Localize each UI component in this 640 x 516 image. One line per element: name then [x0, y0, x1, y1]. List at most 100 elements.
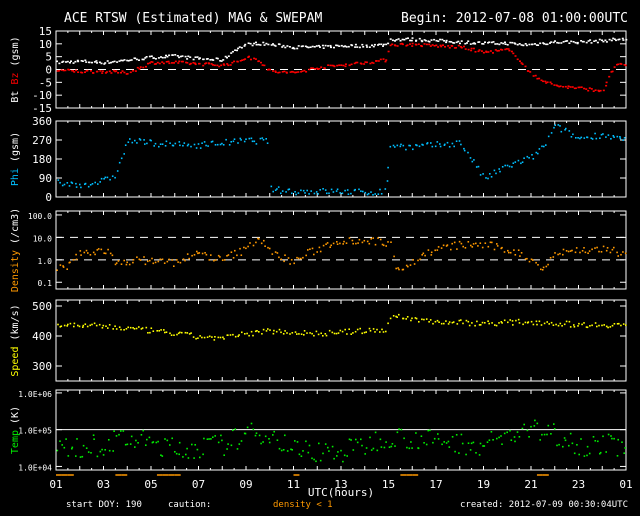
bt-point	[560, 42, 563, 44]
phi-point	[498, 168, 500, 170]
temp-point	[76, 438, 78, 440]
bz-point	[587, 89, 590, 92]
phi-point	[300, 189, 302, 192]
bz-point	[377, 60, 380, 62]
density-point	[424, 254, 426, 257]
bz-point	[348, 64, 351, 66]
bt-point	[574, 41, 577, 44]
temp-point	[311, 457, 313, 460]
temp-point	[268, 438, 270, 440]
speed-point	[294, 331, 297, 333]
bt-point	[66, 60, 69, 63]
phi-point	[281, 190, 284, 192]
bz-point	[278, 71, 281, 74]
bt-point	[621, 37, 624, 40]
bz-point	[421, 45, 423, 48]
speed-point	[563, 323, 566, 326]
bz-point	[512, 52, 515, 55]
temp-point	[406, 446, 408, 449]
speed-point	[425, 318, 428, 320]
temp-point	[164, 438, 166, 440]
bt-point	[459, 42, 461, 45]
density-point	[591, 248, 593, 251]
bt-point	[372, 45, 375, 48]
bt-point	[358, 46, 361, 49]
speed-point	[300, 333, 303, 335]
speed-point	[114, 325, 116, 327]
temp-point	[194, 444, 196, 446]
speed-point	[298, 333, 300, 335]
bz-point	[120, 71, 122, 74]
phi-point	[294, 191, 296, 193]
speed-point	[573, 326, 576, 328]
bt-point	[274, 45, 277, 47]
bz-point	[145, 65, 147, 68]
speed-point	[118, 326, 121, 328]
density-point	[75, 253, 77, 256]
bt-point	[127, 60, 130, 62]
bz-point	[470, 49, 473, 52]
bt-point	[589, 39, 592, 41]
phi-point	[104, 176, 107, 179]
bz-point	[519, 60, 521, 62]
y-tick-label: 300	[32, 360, 52, 373]
density-point	[329, 246, 331, 248]
speed-point	[511, 320, 514, 322]
density-point	[562, 253, 564, 256]
panel-frame	[55, 299, 627, 382]
speed-point	[244, 333, 246, 335]
speed-point	[530, 320, 533, 323]
speed-point	[625, 324, 627, 326]
bz-point	[451, 45, 454, 47]
phi-point	[59, 181, 61, 184]
density-point	[232, 257, 235, 259]
speed-point	[605, 325, 608, 328]
temp-point	[415, 432, 417, 434]
density-point	[374, 243, 377, 246]
phi-point	[367, 192, 370, 195]
bz-point	[363, 63, 366, 65]
density-point	[240, 254, 243, 256]
phi-point	[326, 192, 328, 195]
density-point	[509, 251, 512, 254]
bt-point	[437, 40, 440, 42]
density-point	[257, 237, 259, 240]
temp-point	[260, 442, 262, 445]
bz-point	[562, 86, 565, 88]
speed-point	[569, 326, 572, 328]
temp-point	[227, 443, 229, 445]
speed-point	[282, 333, 285, 335]
speed-point	[484, 322, 486, 324]
bt-point	[373, 43, 376, 46]
speed-point	[350, 333, 352, 335]
bt-point	[209, 59, 212, 61]
bz-point	[338, 64, 341, 66]
bz-point	[534, 74, 537, 77]
temp-point	[437, 438, 440, 440]
speed-point	[557, 324, 560, 327]
speed-point	[503, 319, 506, 322]
speed-point	[238, 334, 240, 336]
bz-point	[460, 46, 463, 49]
bt-point	[415, 39, 418, 42]
speed-point	[379, 331, 381, 333]
y-tick-label: 5	[45, 51, 52, 64]
density-point	[616, 251, 618, 254]
speed-point	[374, 331, 376, 333]
bt-point	[366, 46, 368, 48]
y-tick-label: 0	[45, 64, 52, 77]
bz-point	[108, 70, 111, 73]
phi-point	[306, 189, 308, 192]
speed-point	[368, 327, 371, 330]
bz-point	[212, 64, 214, 66]
bt-point	[582, 40, 585, 43]
bz-point	[566, 87, 569, 89]
phi-point	[508, 165, 511, 168]
temp-point	[427, 429, 429, 432]
speed-point	[452, 321, 455, 323]
bz-point	[241, 59, 244, 61]
bt-point	[566, 40, 569, 42]
density-point	[622, 251, 624, 253]
speed-point	[538, 320, 541, 323]
